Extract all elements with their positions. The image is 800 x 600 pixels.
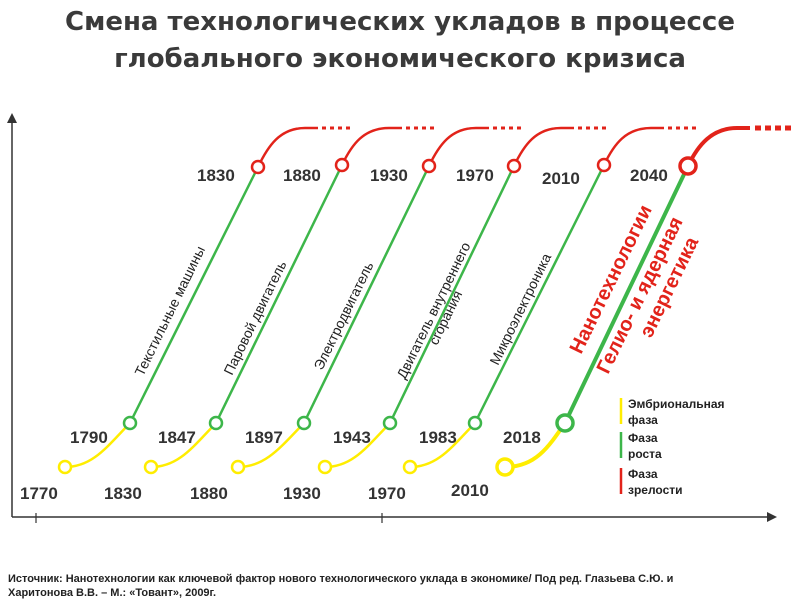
wave-label: Текстильные машины [131,243,208,378]
maturity-segment [686,126,750,167]
embryonic-start-marker [57,459,73,475]
start-year: 1970 [368,484,406,503]
maturity-start-marker [596,157,612,173]
source-note: Источник: Нанотехнологии как ключевой фа… [8,572,788,600]
growth-start-marker [208,415,224,431]
embryonic-segment [409,422,476,469]
page-title: Смена технологических укладов в процессе… [0,4,800,78]
maturity-segment [602,126,664,166]
growth-segment [214,164,344,424]
growth-year: 1943 [333,428,371,447]
growth-segment [388,165,516,424]
embryonic-start-marker [230,459,246,475]
title-line-1: Смена технологических укладов в процессе [65,7,735,37]
mature-year: 1970 [456,166,494,185]
legend-label-embryonic-line-2: фаза [628,413,658,427]
growth-segment [128,166,260,424]
growth-segment [302,165,431,424]
mature-year: 1930 [370,166,408,185]
maturity-start-marker [421,158,437,174]
legend-label-maturity-line-1: Фаза [628,467,658,481]
mature-year: 2010 [542,169,580,188]
maturity-start-marker [250,159,266,175]
maturity-segment [512,126,574,167]
start-year: 2010 [451,481,489,500]
growth-start-marker [555,413,575,433]
maturity-segment [256,126,318,168]
embryonic-segment [237,422,305,469]
growth-segment [563,165,690,424]
wave-label: Паровой двигатель [220,258,289,377]
mature-year: 1880 [283,166,321,185]
embryonic-start-marker [402,459,418,475]
title-line-2: глобального экономического кризиса [114,44,686,74]
growth-start-marker [122,415,138,431]
maturity-start-marker [334,157,350,173]
legend: Эмбриональная фаза Фаза роста Фаза зрело… [619,397,725,497]
growth-year: 1983 [419,428,457,447]
growth-start-marker [382,415,398,431]
embryonic-start-marker [143,459,159,475]
maturity-start-marker [506,158,522,174]
legend-label-maturity-line-2: зрелости [628,483,683,497]
wave-label-line-1: Двигатель внутреннего [393,239,473,381]
embryonic-segment [324,422,391,469]
embryonic-start-marker [495,457,515,477]
start-year: 1830 [104,484,142,503]
growth-year: 1847 [158,428,196,447]
start-year: 1880 [190,484,228,503]
growth-year: 1790 [70,428,108,447]
growth-year: 1897 [245,428,283,447]
legend-label-growth-line-2: роста [628,447,662,461]
embryonic-segment [150,422,217,469]
mature-year: 2040 [630,166,668,185]
maturity-segment [340,126,402,166]
start-year: 1770 [20,484,58,503]
growth-start-marker [296,415,312,431]
mature-year: 1830 [197,166,235,185]
legend-label-growth-line-1: Фаза [628,431,658,445]
growth-year: 2018 [503,428,541,447]
start-year: 1930 [283,484,321,503]
growth-segment [473,164,606,424]
wave-label: Электродвигатель [310,259,376,372]
wave-label: Микроэлектроника [486,250,554,367]
maturity-segment [427,126,489,167]
source-line-1: Источник: Нанотехнологии как ключевой фа… [8,573,674,585]
source-line-2: Харитонова В.В. – М.: «Товант», 2009г. [8,587,217,599]
maturity-start-marker [678,156,698,176]
embryonic-start-marker [317,459,333,475]
embryonic-segment [64,422,131,469]
growth-start-marker [467,415,483,431]
legend-label-embryonic-line-1: Эмбриональная [628,397,725,411]
